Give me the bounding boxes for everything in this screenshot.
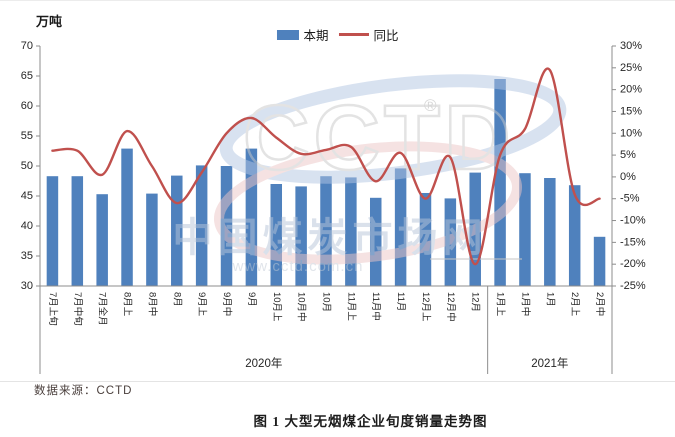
x-axis-label: 8月上 bbox=[122, 292, 133, 317]
bar bbox=[46, 176, 59, 286]
legend-bar-swatch-icon bbox=[276, 29, 299, 40]
bar bbox=[320, 176, 332, 286]
x-axis-label: 8月 bbox=[171, 292, 182, 307]
right-axis-tick-label: 15% bbox=[620, 105, 642, 117]
watermark-logo-text: CCTD bbox=[243, 87, 515, 189]
watermark-site-name: 中国煤炭市场网 bbox=[173, 216, 488, 260]
bar bbox=[270, 184, 283, 286]
left-axis-tick-label: 50 bbox=[21, 160, 33, 172]
x-axis-label: 9月上 bbox=[196, 292, 207, 317]
watermark-site-url: www.cctd.com.cn bbox=[232, 258, 364, 275]
bar bbox=[121, 148, 133, 286]
bar bbox=[146, 193, 158, 286]
bar bbox=[369, 197, 382, 286]
bar bbox=[195, 165, 208, 286]
legend-item-yoy[interactable]: 同比 bbox=[338, 25, 399, 44]
x-axis-label: 7月全月 bbox=[97, 292, 109, 326]
bar bbox=[345, 177, 357, 286]
trend-line bbox=[51, 67, 601, 266]
right-axis-tick-label: 25% bbox=[620, 62, 642, 74]
right-axis-tick-label: 30% bbox=[620, 40, 642, 52]
y-axis-unit-label: 万吨 bbox=[36, 14, 63, 29]
bar bbox=[295, 186, 307, 286]
right-axis-tick-label: 10% bbox=[620, 127, 642, 139]
right-axis-tick-label: -25% bbox=[620, 280, 646, 292]
x-axis-label: 10月中 bbox=[296, 292, 308, 322]
watermark-pink-ellipse-icon bbox=[213, 141, 523, 265]
data-source-note: 数据来源：CCTD bbox=[34, 385, 133, 397]
watermark-registered-icon: ® bbox=[424, 96, 437, 115]
bar bbox=[96, 194, 108, 286]
bar bbox=[568, 185, 581, 286]
x-axis-label: 12月上 bbox=[420, 292, 431, 322]
x-axis-label: 1月中 bbox=[519, 292, 531, 316]
bar bbox=[220, 166, 233, 286]
left-axis-tick-label: 45 bbox=[21, 190, 33, 202]
left-axis-tick-label: 40 bbox=[21, 220, 33, 232]
right-axis-tick-label: -15% bbox=[620, 236, 646, 248]
bar bbox=[494, 79, 506, 286]
right-axis-tick-label: 0% bbox=[620, 171, 636, 183]
legend-item-current[interactable]: 本期 bbox=[276, 25, 329, 44]
bar bbox=[171, 175, 183, 286]
x-axis-label: 10月 bbox=[321, 292, 332, 312]
bar bbox=[71, 176, 84, 286]
x-axis-label: 2月上 bbox=[569, 292, 580, 317]
x-axis-label: 7月上旬 bbox=[47, 292, 59, 326]
left-axis-tick-label: 35 bbox=[21, 250, 33, 262]
x-axis-label: 1月 bbox=[544, 292, 555, 307]
bar bbox=[544, 178, 556, 286]
x-axis-label: 10月上 bbox=[271, 292, 282, 322]
right-axis-tick-label: 5% bbox=[620, 149, 636, 161]
x-axis-label: 12月 bbox=[470, 292, 481, 312]
bar bbox=[593, 236, 606, 286]
x-axis-label: 12月中 bbox=[445, 292, 457, 322]
bar bbox=[394, 168, 407, 286]
x-axis-label: 7月中旬 bbox=[72, 292, 84, 326]
bar bbox=[519, 173, 531, 286]
left-axis-tick-label: 55 bbox=[21, 130, 33, 142]
x-axis-label: 8月中 bbox=[146, 292, 158, 316]
legend: 本期 同比 bbox=[276, 25, 399, 44]
x-axis-label: 11月 bbox=[395, 292, 406, 311]
legend-line-label: 同比 bbox=[373, 29, 399, 43]
bar bbox=[245, 148, 258, 286]
left-axis-tick-label: 65 bbox=[21, 70, 33, 82]
x-axis-label: 9月中 bbox=[221, 292, 233, 316]
year-group-label: 2020年 bbox=[245, 356, 282, 370]
left-axis-tick-label: 60 bbox=[21, 100, 33, 112]
x-axis-label: 2月中 bbox=[594, 292, 606, 316]
right-axis-tick-label: -20% bbox=[620, 258, 646, 270]
x-axis-label: 1月上 bbox=[495, 292, 506, 317]
right-axis-tick-label: -5% bbox=[620, 193, 640, 205]
x-axis-label: 11月中 bbox=[370, 292, 382, 321]
left-axis-tick-label: 30 bbox=[21, 280, 33, 292]
x-axis-label: 11月上 bbox=[345, 292, 356, 321]
year-group-label: 2021年 bbox=[531, 356, 568, 370]
figure-caption: 图 1 大型无烟煤企业旬度销量走势图 bbox=[253, 414, 488, 429]
x-axis-label: 9月 bbox=[246, 292, 257, 307]
legend-line-swatch-icon bbox=[338, 33, 369, 36]
right-axis-tick-label: -10% bbox=[620, 215, 646, 227]
divider bbox=[0, 381, 675, 382]
left-axis-tick-label: 70 bbox=[21, 40, 33, 52]
legend-bar-label: 本期 bbox=[303, 29, 329, 43]
right-axis-tick-label: 20% bbox=[620, 84, 642, 96]
bar bbox=[419, 193, 432, 286]
